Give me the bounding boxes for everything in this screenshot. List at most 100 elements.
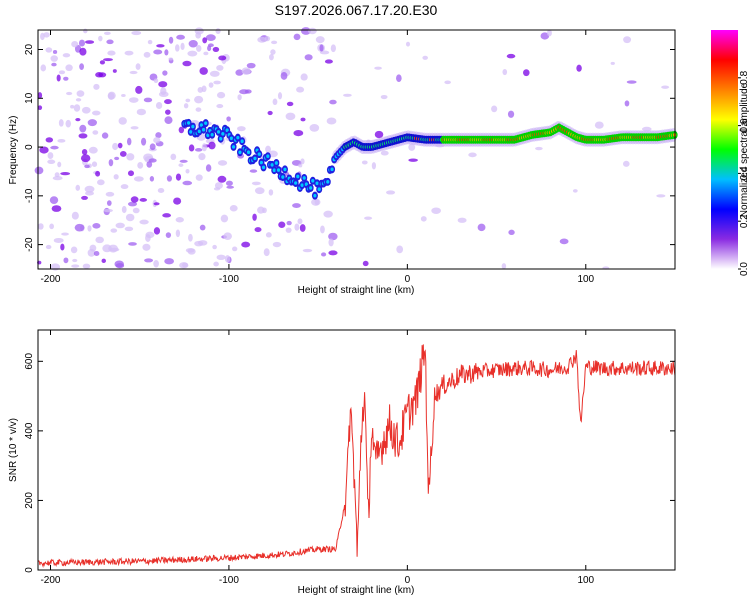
spectrogram-noise-cell xyxy=(157,187,165,194)
spectrogram-track-core xyxy=(238,150,242,155)
spectrogram-noise-cell xyxy=(165,232,172,238)
spectrogram-noise-cell xyxy=(136,108,147,116)
spectrogram-noise-cell xyxy=(153,49,163,55)
snr-x-tick-label: 0 xyxy=(405,575,411,586)
spectrogram-noise-cell xyxy=(153,202,160,206)
spectrogram-noise-cell xyxy=(328,232,338,241)
spectrogram-noise-cell xyxy=(128,97,139,103)
spectrogram-noise-cell xyxy=(70,104,75,109)
spectrogram-track-core xyxy=(246,150,251,154)
spectrogram-noise-cell xyxy=(300,73,308,81)
spectrogram-noise-cell xyxy=(37,105,43,110)
colorbar-ticks: 0.0 0.2 0.4 0.6 0.8 xyxy=(738,70,750,276)
spectrogram-frame xyxy=(37,29,676,270)
spectrogram-noise-cell xyxy=(294,223,300,231)
spectrogram-noise-cell xyxy=(121,205,127,214)
spectrogram-noise-cell xyxy=(52,50,58,54)
spectrogram-noise-cell xyxy=(51,205,62,212)
spectrogram-noise-cell xyxy=(39,146,49,154)
spectrogram-noise-cell xyxy=(201,143,207,152)
spectrogram-noise-cell xyxy=(559,238,569,245)
spectrogram-noise-cell xyxy=(130,126,139,130)
spectrogram-track-core xyxy=(266,154,270,158)
spectrogram-noise-cell xyxy=(106,39,114,45)
spectrogram-noise-cell xyxy=(75,184,81,191)
spectrogram-noise-cell xyxy=(299,224,306,232)
spectrogram-track-core xyxy=(309,186,313,190)
spectrogram-noise-cell xyxy=(293,129,304,137)
spectrogram-noise-cell xyxy=(195,107,202,112)
spectrogram-noise-cell xyxy=(185,98,191,103)
spectrogram-noise-cell xyxy=(101,132,109,139)
spectrogram-noise-cell xyxy=(491,105,498,113)
spectrogram-noise-cell xyxy=(217,160,228,166)
spectrogram-noise-cell xyxy=(40,64,47,72)
spectrogram-noise-cell xyxy=(218,55,227,61)
spectrogram-noise-cell xyxy=(93,83,100,90)
colorbar: 0.0 0.2 0.4 0.6 0.8 Normalized spectral ampl… xyxy=(711,30,750,276)
spectrogram-noise-cell xyxy=(108,159,114,167)
spectrogram-noise-cell xyxy=(263,248,270,257)
spectrogram-noise-cell xyxy=(215,28,221,35)
spectrogram-x-ticks: -200 -100 0 100 xyxy=(40,30,595,285)
spectrogram-noise-cell xyxy=(252,213,257,221)
spectrogram-track-core xyxy=(189,130,193,134)
spectrogram-noise-cell xyxy=(127,201,138,207)
spectrogram-noise-cell xyxy=(95,170,101,177)
spectrogram-noise-cell xyxy=(268,189,274,196)
spectrogram-noise-cell xyxy=(114,156,120,161)
spectrogram-noise-cell xyxy=(546,29,552,37)
spectrogram-noise-cell xyxy=(296,86,305,93)
spectrogram-noise-cell xyxy=(343,93,352,97)
spectrogram-noise-cell xyxy=(237,126,246,132)
spectrogram-track-core xyxy=(317,187,321,192)
spectrogram-noise-cell xyxy=(75,98,82,102)
spectrogram-noise-cell xyxy=(188,39,198,48)
spectrogram-noise-cell xyxy=(124,226,134,232)
spectrogram-noise-cell xyxy=(168,36,174,44)
spectrogram-noise-cell xyxy=(380,94,388,100)
spectrogram-y-tick-label: 20 xyxy=(24,44,35,56)
spectrogram-noise-cell xyxy=(502,69,508,76)
spectrogram-noise-cell xyxy=(209,70,220,77)
spectrogram-noise-cell xyxy=(71,211,79,220)
colorbar-label: Normalized spectral amplitude xyxy=(739,82,750,217)
spectrogram-y-ticks: -20 -10 0 10 20 xyxy=(24,44,675,252)
spectrogram-noise-cell xyxy=(257,36,267,43)
spectrogram-noise-cell xyxy=(81,106,91,114)
spectrogram-noise-cell xyxy=(623,36,632,44)
spectrogram-noise-cell xyxy=(270,49,276,55)
spectrogram-track-core xyxy=(326,180,330,184)
spectrogram-track-core xyxy=(204,121,208,125)
spectrogram-noise-cell xyxy=(127,170,135,177)
spectrogram-track-core xyxy=(201,127,206,132)
spectrogram-y-label: Frequency (Hz) xyxy=(8,116,19,185)
spectrogram-noise-cell xyxy=(140,137,147,146)
spectrogram-track-core xyxy=(270,163,274,167)
spectrogram-noise-cell xyxy=(408,158,418,162)
snr-x-label: Height of straight line (km) xyxy=(298,585,415,596)
spectrogram-noise-cell xyxy=(105,191,115,197)
spectrogram-noise-cell xyxy=(57,138,66,143)
spectrogram-noise-cell xyxy=(271,40,278,45)
spectrogram-noise-cell xyxy=(624,100,630,107)
spectrogram-noise-cell xyxy=(594,121,604,129)
spectrogram-noise-cell xyxy=(208,82,214,88)
spectrogram-noise-cell xyxy=(226,116,231,122)
spectrogram-noise-cell xyxy=(106,200,112,206)
spectrogram-noise-cell xyxy=(99,60,106,65)
spectrogram-noise-cell xyxy=(205,34,216,41)
spectrogram-track-core xyxy=(225,128,229,133)
spectrogram-noise-cell xyxy=(82,263,91,269)
spectrogram-noise-cell xyxy=(265,145,271,153)
spectrogram-noise-cell xyxy=(50,145,59,150)
spectrogram-noise-cell xyxy=(78,39,86,47)
spectrogram-noise-cell xyxy=(300,117,306,122)
spectrogram-noise-cell xyxy=(187,248,196,255)
spectrogram-track-core xyxy=(253,156,257,161)
spectrogram-noise-cell xyxy=(361,160,368,165)
spectrogram-noise-cell xyxy=(264,36,271,42)
spectrogram-noise-cell xyxy=(139,198,148,202)
spectrogram-noise-cell xyxy=(371,162,377,170)
spectrogram-noise-cell xyxy=(319,50,330,55)
